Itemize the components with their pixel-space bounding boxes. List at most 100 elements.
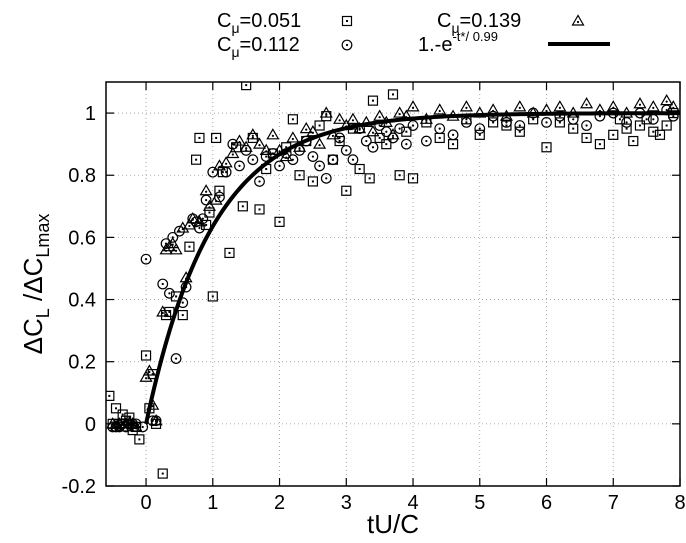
square-data-point (581, 132, 592, 144)
circle-data-point (581, 120, 592, 131)
circle-data-point (400, 138, 412, 150)
square-data-point (514, 126, 525, 137)
triangle-data-point (202, 199, 216, 211)
triangle-data-point (252, 137, 267, 149)
square-data-point (634, 120, 646, 131)
plot-frame (105, 81, 681, 487)
triangle-data-point (406, 100, 420, 112)
circle-data-point (394, 123, 406, 135)
triangle-data-point (346, 112, 360, 124)
triangle-data-point (139, 370, 153, 382)
square-data-point (568, 123, 579, 134)
x-tick-label: 6 (541, 492, 552, 514)
x-tick-label: 3 (341, 492, 352, 514)
square-data-point (194, 132, 205, 144)
circle-data-point (367, 141, 379, 153)
circle-data-point (567, 113, 579, 125)
series-cmu-139 (106, 93, 680, 432)
circle-data-point (140, 253, 152, 265)
square-data-point (224, 247, 235, 259)
circle-data-point (320, 172, 332, 184)
square-data-point (608, 129, 619, 140)
square-data-point (621, 123, 632, 134)
x-tick-label: 2 (274, 492, 285, 514)
triangle-data-point (142, 364, 156, 376)
triangle-data-point (239, 140, 253, 152)
triangle-data-point (226, 146, 240, 159)
circle-data-point (314, 160, 325, 172)
square-data-point (488, 117, 499, 128)
triangle-data-point (666, 100, 680, 112)
triangle-data-point (279, 149, 293, 162)
triangle-data-point (166, 236, 180, 249)
triangle-data-point (199, 184, 213, 196)
triangle-data-point (633, 97, 647, 109)
x-tick-label: 8 (674, 492, 685, 514)
triangle-data-point (129, 420, 143, 432)
y-axis-label: ΔCL /ΔCLmax (18, 214, 53, 355)
triangle-data-point (306, 125, 320, 137)
legend-label-cmu-051: Cμ=0.051 (217, 10, 301, 36)
triangle-data-point (366, 125, 380, 137)
triangle-data-point (319, 106, 333, 118)
legend-label-cmu-139: Cμ=0.139 (437, 10, 521, 36)
circle-data-point (347, 154, 359, 166)
triangle-data-point (219, 156, 233, 168)
x-tick-label: 4 (407, 492, 418, 514)
square-data-point (394, 170, 405, 181)
square-data-point (628, 135, 639, 147)
triangle-data-point (232, 134, 247, 146)
y-tick-label: 0.2 (68, 352, 96, 374)
circle-data-point (420, 135, 432, 147)
circle-data-point (157, 278, 169, 290)
square-data-point (447, 139, 459, 150)
square-data-point (341, 185, 352, 196)
square-data-point (287, 114, 298, 125)
square-data-point (211, 132, 222, 144)
circle-data-point (541, 116, 552, 128)
legend: Cμ=0.051 Cμ=0.112 Cμ=0.139 1.-e-t*/ 0.99 (217, 10, 610, 60)
circle-data-point (170, 353, 182, 364)
legend-marker-square (341, 15, 353, 27)
triangle-data-point (286, 131, 300, 143)
triangle-data-point (182, 218, 196, 230)
legend-entry-fit-curve: 1.-e-t*/ 0.99 (418, 29, 610, 56)
y-tick-label: 0 (85, 414, 96, 436)
triangle-data-point (513, 100, 527, 112)
circle-data-point (287, 154, 299, 166)
triangle-data-point (169, 243, 183, 255)
triangle-data-point (373, 109, 387, 121)
x-axis-label: tU/C (367, 509, 419, 539)
square-data-point (160, 309, 172, 321)
square-data-point (241, 82, 252, 91)
square-data-point (501, 120, 512, 131)
triangle-data-point (313, 137, 327, 149)
triangle-data-point (259, 143, 273, 155)
triangle-data-point (646, 100, 660, 112)
square-data-point (274, 216, 285, 227)
square-data-point (334, 135, 345, 147)
y-tick-label: 1 (85, 103, 96, 125)
circle-data-point (447, 129, 459, 141)
square-data-point (254, 204, 265, 215)
square-data-point (307, 176, 319, 187)
circle-data-point (621, 116, 633, 128)
circle-data-point (334, 132, 346, 144)
square-data-point (387, 89, 399, 100)
x-tick-label: 0 (140, 492, 151, 514)
triangle-data-point (246, 128, 260, 140)
circle-data-point (434, 123, 446, 135)
square-data-point (374, 132, 385, 144)
circle-data-point (407, 120, 419, 131)
y-tick-label: 0.8 (68, 165, 96, 187)
square-data-point (354, 163, 365, 175)
square-data-point (648, 126, 659, 137)
triangle-data-point (553, 100, 567, 112)
square-data-point (110, 403, 122, 414)
square-data-point (401, 126, 412, 137)
triangle-data-point (333, 112, 347, 124)
circle-data-point (164, 287, 175, 299)
square-data-point (214, 185, 225, 196)
legend-triangle-marker (571, 14, 585, 26)
